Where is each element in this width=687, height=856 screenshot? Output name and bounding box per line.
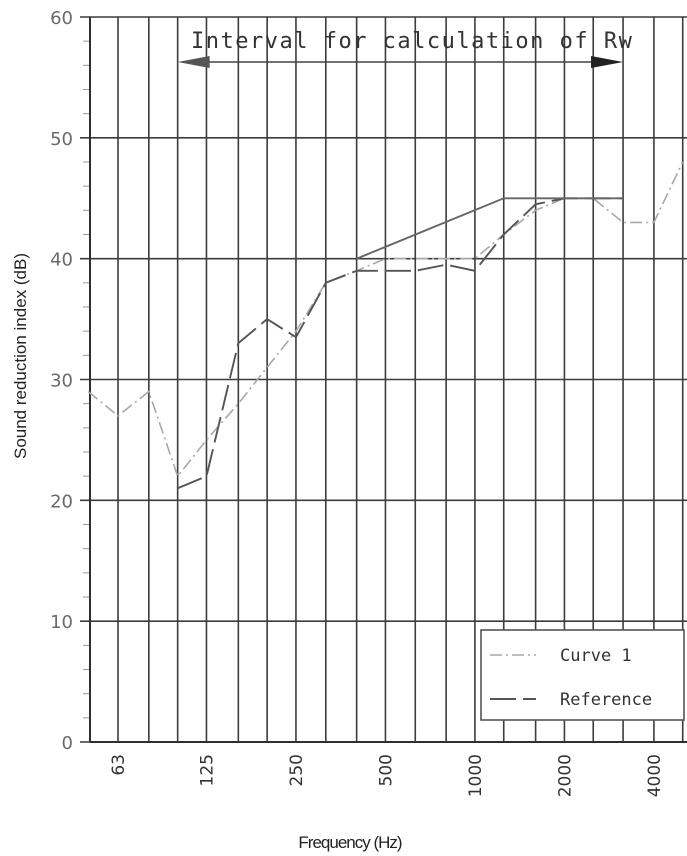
x-axis-title: Frequency (Hz) bbox=[298, 833, 401, 852]
y-tick-label: 20 bbox=[50, 491, 73, 512]
y-tick-label: 30 bbox=[50, 371, 73, 392]
series-line bbox=[177, 197, 624, 490]
x-tick-label: 2000 bbox=[555, 754, 575, 797]
x-tick-label: 4000 bbox=[645, 754, 665, 797]
interval-annotation: Interval for calculation of Rw bbox=[177, 29, 633, 68]
annotation-label: Interval for calculation of Rw bbox=[191, 29, 633, 54]
x-tick-labels: 63 125 250 500 1000 2000 4000 bbox=[109, 754, 665, 797]
legend: Curve 1 Reference bbox=[480, 629, 685, 721]
x-tick-label: 1000 bbox=[466, 754, 486, 797]
y-tick-label: 40 bbox=[50, 250, 73, 271]
y-tick-label: 50 bbox=[50, 129, 73, 150]
y-tick-label: 60 bbox=[50, 8, 73, 29]
legend-label: Curve 1 bbox=[560, 646, 632, 666]
y-tick-labels: 0 10 20 30 40 50 60 bbox=[50, 8, 73, 754]
arrow-right-head bbox=[591, 56, 624, 68]
x-tick-label: 500 bbox=[376, 754, 396, 786]
x-tick-label: 125 bbox=[197, 754, 217, 786]
y-tick-label: 0 bbox=[62, 733, 73, 754]
series-line bbox=[356, 197, 624, 260]
series-layer bbox=[87, 161, 684, 490]
legend-label: Reference bbox=[560, 690, 652, 710]
x-tick-label: 250 bbox=[287, 754, 307, 786]
legend-box bbox=[480, 629, 685, 721]
y-tick-label: 10 bbox=[50, 612, 73, 633]
x-tick-label: 63 bbox=[109, 754, 129, 776]
grid bbox=[80, 16, 687, 743]
arrow-left-head bbox=[177, 56, 210, 68]
y-axis-title: Sound reduction index (dB) bbox=[11, 253, 30, 459]
